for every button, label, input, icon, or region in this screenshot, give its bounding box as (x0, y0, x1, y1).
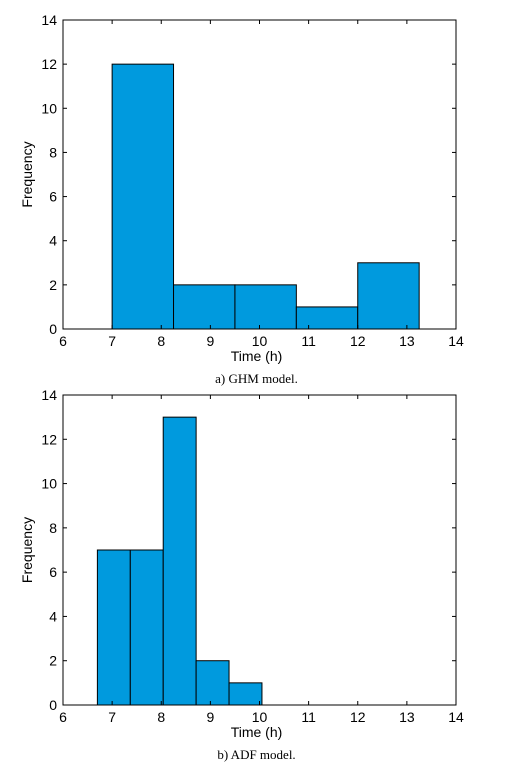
x-tick-label: 10 (252, 709, 268, 725)
histogram-bar (111, 63, 175, 330)
figure-caption: b) ADF model. (217, 747, 295, 762)
histogram-ghm: 6 7 8 9 10 11 12 13 14 0 2 4 6 8 10 12 14 Time (h) Frequen… (19, 12, 464, 386)
x-tick-label: 11 (301, 333, 316, 349)
y-tick-label: 2 (49, 277, 57, 293)
y-tick-label: 8 (49, 520, 57, 536)
histogram-bar (129, 549, 164, 706)
x-tick-label: 12 (350, 333, 366, 349)
histogram-bar (357, 262, 420, 330)
histogram-bar (162, 416, 197, 706)
y-tick-label: 10 (41, 476, 57, 492)
y-tick-label: 8 (49, 144, 57, 160)
x-tick-label: 10 (252, 333, 268, 349)
histogram-bar (295, 306, 359, 330)
histogram-adf: 6 7 8 9 10 11 12 13 14 0 2 4 6 8 10 12 14 Time (h) Frequen… (19, 387, 464, 762)
histogram-bar (228, 682, 263, 706)
x-tick-label: 14 (448, 709, 464, 725)
y-axis-label: Frequency (19, 517, 35, 583)
y-tick-label: 0 (49, 321, 57, 337)
x-tick-label: 14 (448, 333, 464, 349)
x-tick-label: 9 (206, 333, 214, 349)
histogram-bar (96, 549, 131, 706)
y-tick-label: 4 (49, 233, 57, 249)
y-tick-label: 0 (49, 697, 57, 713)
y-tick-label: 12 (41, 56, 57, 72)
y-tick-label: 14 (41, 12, 57, 28)
y-axis-label: Frequency (19, 141, 35, 207)
figure-caption: a) GHM model. (215, 371, 298, 386)
histogram-bar (173, 284, 236, 330)
y-tick-label: 4 (49, 608, 57, 624)
x-tick-label: 6 (59, 333, 67, 349)
x-tick-label: 12 (350, 709, 366, 725)
y-tick-label: 6 (49, 564, 57, 580)
histogram-bar (195, 660, 230, 706)
x-tick-label: 13 (399, 333, 415, 349)
x-axis-label: Time (h) (231, 724, 283, 740)
x-tick-label: 8 (157, 333, 165, 349)
x-tick-label: 8 (157, 709, 165, 725)
x-tick-label: 7 (108, 333, 116, 349)
y-tick-label: 2 (49, 653, 57, 669)
x-axis-label: Time (h) (231, 348, 283, 364)
x-tick-label: 11 (301, 709, 316, 725)
x-tick-label: 7 (108, 709, 116, 725)
x-tick-label: 9 (206, 709, 214, 725)
histogram-bar (234, 284, 297, 330)
y-tick-label: 10 (41, 100, 57, 116)
y-tick-label: 12 (41, 431, 57, 447)
x-tick-label: 6 (59, 709, 67, 725)
y-tick-label: 6 (49, 189, 57, 205)
x-tick-label: 13 (399, 709, 415, 725)
y-tick-label: 14 (41, 387, 57, 403)
